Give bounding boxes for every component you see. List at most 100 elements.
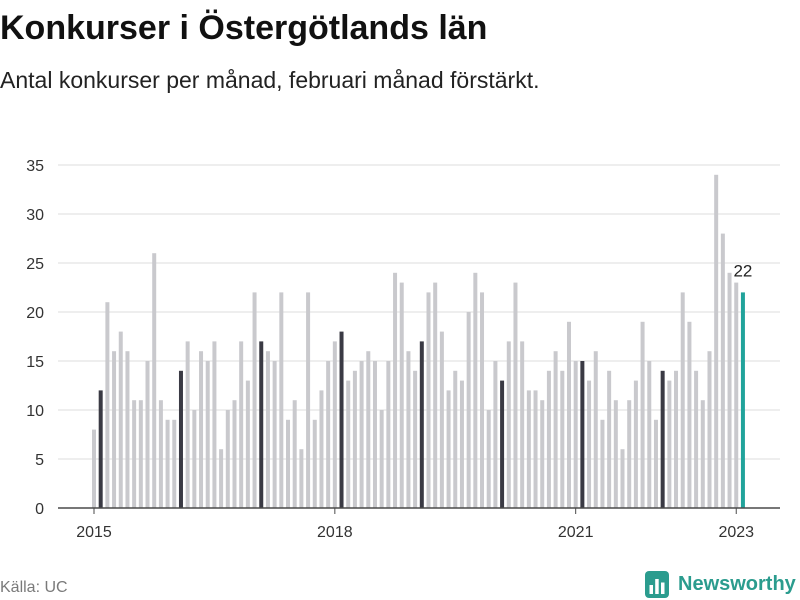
y-tick-label: 30 bbox=[26, 207, 44, 224]
gridlines bbox=[58, 164, 780, 460]
bar bbox=[386, 361, 391, 508]
bar bbox=[225, 410, 230, 508]
bar bbox=[292, 400, 297, 508]
bar bbox=[185, 341, 190, 508]
bar bbox=[714, 174, 719, 509]
bar bbox=[399, 282, 404, 508]
bar bbox=[633, 380, 638, 508]
source-note: Källa: UC bbox=[0, 579, 68, 596]
bar bbox=[587, 380, 592, 508]
bar bbox=[480, 292, 485, 508]
y-tick-label: 35 bbox=[26, 158, 44, 175]
bar bbox=[366, 351, 371, 508]
bar bbox=[125, 351, 130, 508]
bar-february bbox=[178, 370, 183, 508]
bar bbox=[694, 370, 699, 508]
y-tick-label: 0 bbox=[35, 501, 44, 518]
bar bbox=[540, 400, 545, 508]
bar bbox=[286, 419, 291, 508]
chart-subtitle: Antal konkurser per månad, februari måna… bbox=[0, 67, 540, 93]
bar bbox=[406, 351, 411, 508]
bar bbox=[158, 400, 163, 508]
bar bbox=[640, 321, 645, 508]
bar bbox=[674, 370, 679, 508]
y-axis: 0 5 10 15 20 25 30 35 bbox=[26, 158, 44, 518]
bar bbox=[372, 361, 377, 508]
y-tick-label: 5 bbox=[35, 452, 44, 469]
bar bbox=[152, 253, 157, 508]
bar bbox=[118, 331, 123, 508]
bar bbox=[493, 361, 498, 508]
bar bbox=[205, 361, 210, 508]
bar bbox=[352, 370, 357, 508]
x-axis: 2015 2018 2021 2023 bbox=[58, 507, 780, 541]
bar-february bbox=[98, 390, 103, 508]
x-tick-label: 2023 bbox=[718, 524, 754, 541]
bar-february bbox=[339, 331, 344, 508]
bar bbox=[546, 370, 551, 508]
bar bbox=[265, 351, 270, 508]
bar-february bbox=[500, 380, 505, 508]
bar bbox=[607, 370, 612, 508]
logo-icon-bar bbox=[649, 584, 653, 594]
y-tick-label: 25 bbox=[26, 256, 44, 273]
bar-chart: 0 5 10 15 20 25 30 35 2015 2018 2021 2023 22 bbox=[26, 158, 780, 541]
bar bbox=[520, 341, 525, 508]
bar bbox=[687, 321, 692, 508]
bar bbox=[566, 321, 571, 508]
x-tick-label: 2018 bbox=[317, 524, 353, 541]
bar bbox=[212, 341, 217, 508]
bar bbox=[734, 282, 739, 508]
bar bbox=[306, 292, 311, 508]
bar bbox=[132, 400, 137, 508]
bar bbox=[620, 449, 625, 508]
newsworthy-logo-icon bbox=[645, 570, 669, 598]
bar bbox=[466, 312, 471, 508]
y-tick-label: 15 bbox=[26, 354, 44, 371]
bar bbox=[105, 302, 110, 508]
y-tick-label: 10 bbox=[26, 403, 44, 420]
bar bbox=[459, 380, 464, 508]
bar bbox=[312, 419, 317, 508]
bar bbox=[279, 292, 284, 508]
x-tick-label: 2021 bbox=[558, 524, 594, 541]
bar bbox=[245, 380, 250, 508]
bar bbox=[413, 370, 418, 508]
bar bbox=[252, 292, 257, 508]
bar bbox=[553, 351, 558, 508]
bar bbox=[513, 282, 518, 508]
bar bbox=[319, 390, 324, 508]
bars bbox=[92, 174, 745, 509]
x-tick-label: 2015 bbox=[76, 524, 112, 541]
bar bbox=[573, 361, 578, 508]
bar bbox=[145, 361, 150, 508]
logo-icon-bar bbox=[655, 578, 659, 594]
chart-title: Konkurser i Östergötlands län bbox=[0, 9, 488, 47]
bar bbox=[506, 341, 511, 508]
bar bbox=[533, 390, 538, 508]
bar bbox=[192, 410, 197, 508]
bar bbox=[600, 419, 605, 508]
bar bbox=[720, 233, 725, 508]
bar-february bbox=[259, 341, 264, 508]
bar bbox=[700, 400, 705, 508]
bar bbox=[393, 272, 398, 508]
bar bbox=[199, 351, 204, 508]
bar bbox=[727, 272, 732, 508]
bar bbox=[165, 419, 170, 508]
bar bbox=[593, 351, 598, 508]
bar bbox=[332, 341, 337, 508]
bar bbox=[473, 272, 478, 508]
logo-icon-bar bbox=[661, 582, 665, 594]
bar bbox=[172, 419, 177, 508]
bar bbox=[667, 380, 672, 508]
bar bbox=[272, 361, 277, 508]
bar bbox=[653, 419, 658, 508]
bar bbox=[446, 390, 451, 508]
bar bbox=[433, 282, 438, 508]
bar bbox=[486, 410, 491, 508]
bar bbox=[138, 400, 143, 508]
bar bbox=[707, 351, 712, 508]
bar bbox=[359, 361, 364, 508]
data-label: 22 bbox=[733, 261, 752, 280]
